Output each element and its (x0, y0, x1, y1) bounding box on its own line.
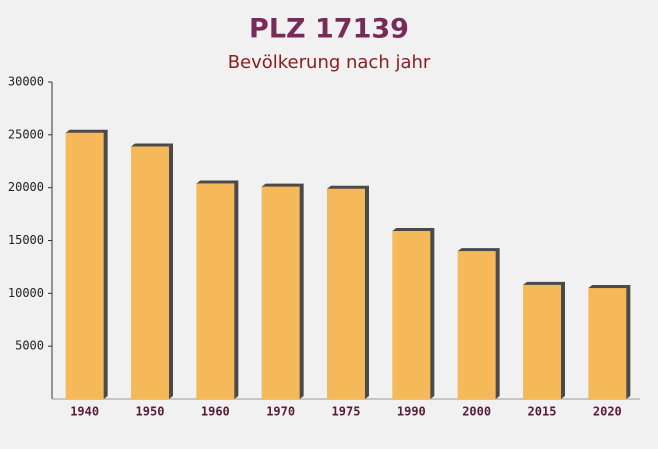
bar (392, 230, 431, 399)
bar (196, 183, 235, 399)
x-tick-label: 1960 (201, 405, 230, 419)
y-tick-label: 5000 (15, 339, 44, 353)
bar (457, 251, 496, 399)
y-tick-label: 15000 (8, 233, 44, 247)
bar (588, 288, 627, 399)
bar (131, 146, 169, 399)
x-tick-label: 1940 (70, 405, 99, 419)
bar (261, 186, 300, 399)
y-tick-label: 20000 (8, 180, 44, 194)
chart-subtitle: Bevölkerung nach jahr (228, 52, 431, 73)
chart-title: PLZ 17139 (249, 14, 409, 45)
bar (523, 284, 561, 399)
x-tick-label: 1975 (332, 405, 361, 419)
x-tick-label: 2015 (528, 405, 557, 419)
x-tick-label: 2000 (462, 405, 491, 419)
bar (65, 132, 104, 399)
x-tick-label: 1950 (136, 405, 165, 419)
x-tick-label: 2020 (593, 405, 622, 419)
x-tick-label: 1970 (266, 405, 295, 419)
bar (327, 188, 365, 399)
y-tick-label: 30000 (8, 75, 44, 89)
y-tick-label: 25000 (8, 127, 44, 141)
y-tick-label: 10000 (8, 286, 44, 300)
x-tick-label: 1990 (397, 405, 426, 419)
